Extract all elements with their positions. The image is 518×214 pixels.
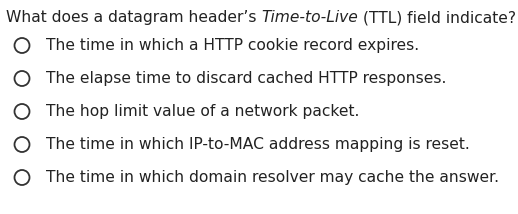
Text: Time-to-Live: Time-to-Live <box>262 10 358 25</box>
Text: (TTL) field indicate?: (TTL) field indicate? <box>358 10 516 25</box>
Text: What does a datagram header’s: What does a datagram header’s <box>6 10 262 25</box>
Text: The time in which domain resolver may cache the answer.: The time in which domain resolver may ca… <box>46 170 499 185</box>
Text: The time in which IP-to-MAC address mapping is reset.: The time in which IP-to-MAC address mapp… <box>46 137 470 152</box>
Text: The time in which a HTTP cookie record expires.: The time in which a HTTP cookie record e… <box>46 38 419 53</box>
Text: The hop limit value of a network packet.: The hop limit value of a network packet. <box>46 104 359 119</box>
Text: The elapse time to discard cached HTTP responses.: The elapse time to discard cached HTTP r… <box>46 71 447 86</box>
